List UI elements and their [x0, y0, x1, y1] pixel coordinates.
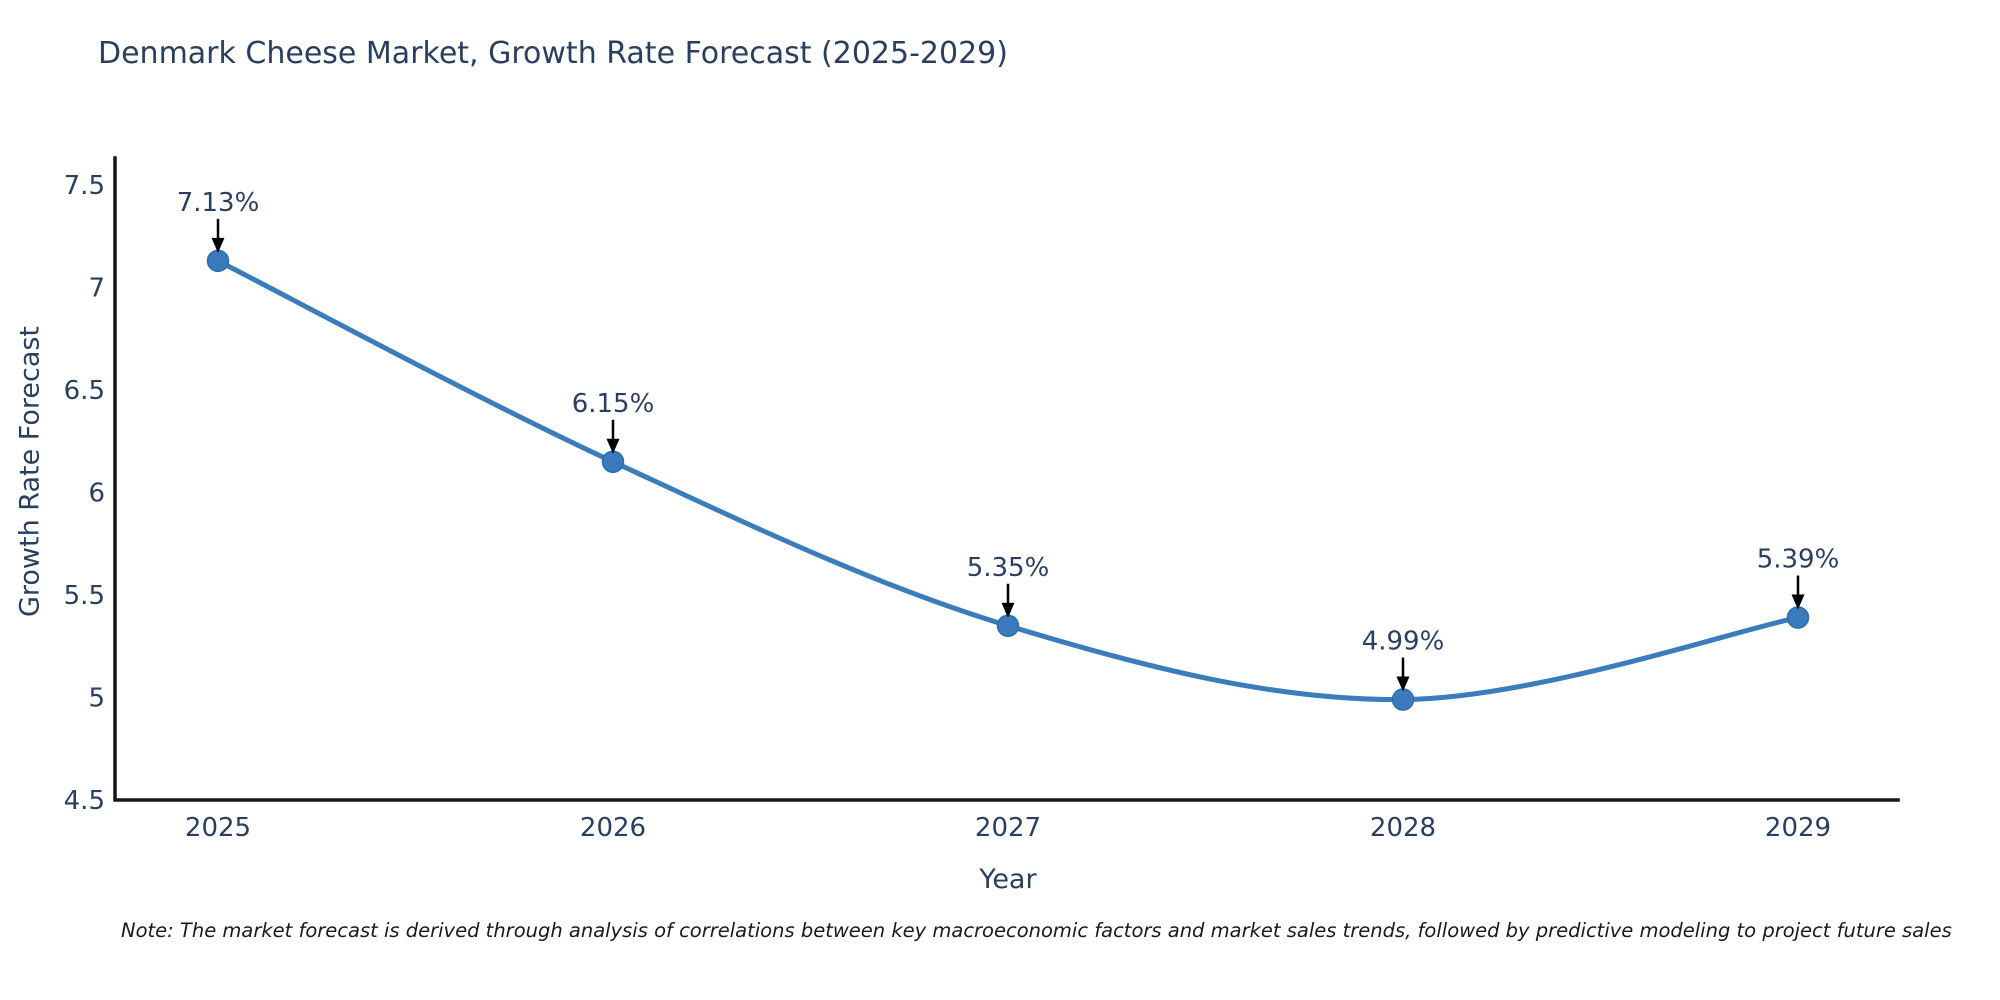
- x-tick-label: 2026: [580, 813, 646, 843]
- data-point-2028: [1391, 688, 1415, 711]
- y-tick-label: 7.5: [64, 171, 105, 201]
- data-point-2029: [1786, 606, 1810, 629]
- data-point-2025: [206, 249, 230, 273]
- annotation-label-2025: 7.13%: [177, 188, 260, 218]
- annotation-arrowhead-icon: [606, 438, 620, 454]
- axis-lines: [113, 156, 1900, 802]
- annotation-label-2026: 6.15%: [572, 389, 655, 419]
- data-point-2026: [601, 450, 625, 473]
- y-tick-label: 6: [88, 479, 105, 509]
- y-tick-label: 5.5: [64, 581, 105, 611]
- chart-title: Denmark Cheese Market, Growth Rate Forec…: [98, 36, 1008, 71]
- annotation-label-2027: 5.35%: [967, 553, 1050, 583]
- annotation-arrowhead-icon: [1791, 594, 1805, 610]
- x-tick-label: 2029: [1765, 813, 1831, 843]
- annotation-label-2028: 4.99%: [1362, 627, 1445, 657]
- x-axis-title: Year: [979, 864, 1037, 895]
- annotation-arrowhead-icon: [211, 237, 225, 253]
- x-tick-label: 2027: [975, 813, 1041, 843]
- x-tick-label: 2028: [1370, 813, 1436, 843]
- annotation-label-2029: 5.39%: [1757, 545, 1840, 575]
- x-tick-label: 2025: [185, 813, 251, 843]
- footnote: Note: The market forecast is derived thr…: [121, 919, 1952, 942]
- data-point-2027: [996, 614, 1020, 637]
- y-tick-label: 4.5: [64, 786, 105, 816]
- y-tick-label: 7: [88, 274, 105, 304]
- y-tick-label: 6.5: [64, 376, 105, 406]
- annotation-arrowhead-icon: [1396, 676, 1410, 692]
- y-tick-label: 5: [88, 684, 105, 714]
- annotation-arrowhead-icon: [1001, 602, 1015, 618]
